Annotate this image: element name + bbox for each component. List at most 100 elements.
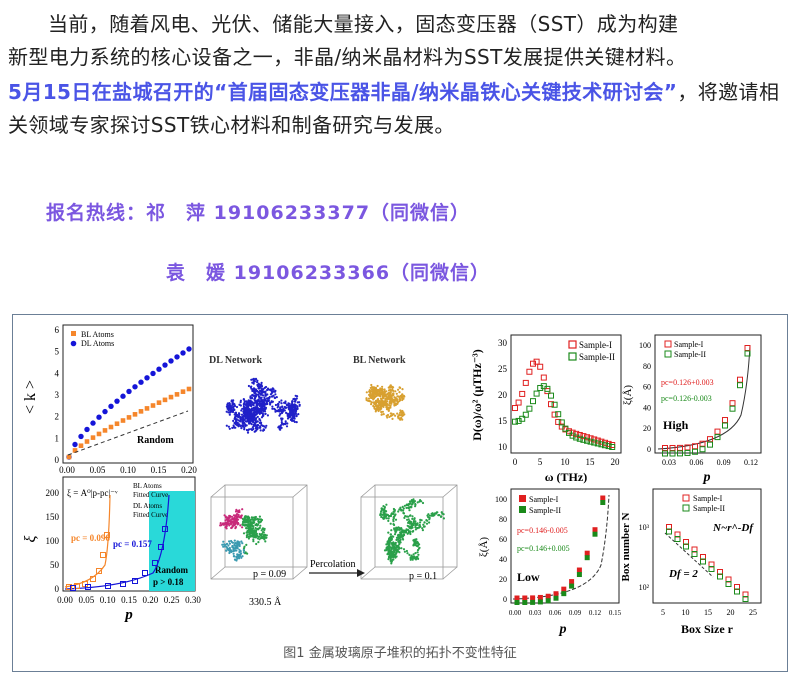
bl-network-atom [389, 391, 392, 395]
dl-network-atom [274, 390, 277, 393]
dl-network-atom [260, 406, 263, 409]
percolation-right-atom [405, 549, 408, 553]
dl-network-atom [291, 408, 294, 411]
panel-a-dl-point [72, 441, 78, 448]
percolation-right-atom [397, 544, 400, 547]
network-box-right [360, 484, 458, 580]
dl-network-atom [239, 420, 242, 423]
dl-network-atom [258, 417, 261, 421]
dl-network-atom [242, 412, 245, 415]
panel-high-x-tick-3: 0.12 [744, 458, 758, 467]
panel-a-y-tick-0: 0 [55, 455, 60, 465]
dl-network-atom [234, 411, 237, 414]
dl-network-atom [256, 381, 259, 384]
dl-network-atom [257, 382, 260, 385]
dl-network-atom [251, 418, 254, 421]
percolation-right-atom [395, 538, 398, 541]
percolation-right-atom [426, 519, 429, 522]
percolation-left-atom [251, 518, 254, 521]
panel-high-s2-point [707, 441, 713, 448]
panel-high-s2-point [699, 446, 706, 453]
panel-dos-y-tick-1: 15 [498, 416, 508, 426]
figure-graphic: < k > 0 1 2 3 4 5 6 0.00 0.05 0.10 0.15 0.20 BL At… [22, 324, 762, 661]
panel-a-bl-point [186, 386, 192, 392]
panel-b-x-tick-4: 0.20 [142, 595, 158, 605]
bl-network-atom [386, 416, 389, 419]
bl-network-atom [389, 406, 392, 409]
panel-dos-s1-point [522, 379, 529, 386]
panel-dos-s1-point [555, 418, 562, 425]
percolation-left-atom-magenta [224, 519, 227, 522]
panel-a-bl-point [162, 397, 168, 403]
percolation-left-atom-magenta [238, 510, 241, 514]
panel-low-y-tick-4: 80 [499, 515, 507, 524]
percolation-left-atom [263, 535, 266, 538]
panel-b-x-tick-6: 0.30 [185, 595, 201, 605]
panel-b-y-tick-4: 200 [46, 488, 60, 498]
panel-low-x-tick-2: 0.06 [549, 609, 562, 617]
dl-network-atom [257, 399, 260, 403]
panel-dos-y-tick-2: 20 [498, 390, 508, 400]
panel-low-s2-point [545, 598, 551, 604]
dl-network-atom [266, 414, 269, 417]
panel-high-x-tick-1: 0.06 [689, 458, 703, 467]
network-box-left [210, 484, 308, 580]
dl-network-atom [264, 385, 268, 389]
percolation-left-atom [246, 517, 249, 521]
percolation-right-atom [379, 513, 382, 516]
panel-high: ξ(Å) p 0 20 40 60 80 100 0.03 0.06 0.09 0.12 Sam… [622, 334, 762, 485]
dl-network-atom [266, 393, 269, 396]
panel-box-s2-point [708, 566, 715, 572]
dl-network-atom [248, 402, 251, 405]
bl-network-atom [390, 402, 393, 405]
bl-network-atom [382, 413, 385, 416]
dl-network-atom [251, 409, 255, 412]
percolation-right-atom [393, 549, 396, 552]
panel-a-bl-point [84, 439, 90, 444]
bl-network-atom [387, 395, 390, 398]
dl-network-atom [252, 421, 255, 424]
percolation-left-atom-magenta [235, 521, 238, 524]
bl-network-atom [367, 397, 371, 400]
panel-high-legend-1-marker [664, 340, 672, 348]
panel-high-fit [657, 344, 751, 450]
dl-network-atom [244, 416, 247, 419]
dl-network-atom [250, 412, 253, 415]
network-panel: DL Network BL Network p = 0.09 p = 0.1 P… [209, 355, 458, 608]
panel-b-dl-point [120, 581, 126, 587]
percolation-right-atom [416, 549, 420, 552]
dl-network-atom [264, 426, 267, 429]
panel-box-legend-1: Sample-I [693, 494, 723, 503]
percolation-right-atom [399, 508, 402, 511]
dl-network-atom [293, 420, 296, 423]
percolation-left-atom [246, 533, 249, 536]
dl-network-atom [251, 393, 254, 397]
dl-network-atom [255, 406, 258, 409]
dl-network-atom [254, 430, 257, 433]
dl-network-atom [260, 390, 263, 393]
percolation-left-atom-magenta [240, 516, 243, 519]
panel-a-dl-point [102, 408, 108, 415]
percolation-right-atom [409, 557, 412, 560]
panel-low-y-tick-5: 100 [495, 495, 507, 504]
panel-b-bl-fit [64, 494, 111, 588]
dl-network-atom [294, 399, 297, 402]
dl-network-atom [255, 412, 258, 416]
dl-network-atom [295, 421, 298, 424]
dl-network-atom [231, 426, 234, 429]
panel-dos-s2-point [569, 432, 576, 439]
percolation-left-atom-teal [240, 556, 243, 559]
panel-a-y-tick-6: 6 [55, 325, 60, 335]
dl-network-atom [230, 410, 233, 413]
percolation-left-atom [265, 534, 268, 537]
panel-dos-s1-point [551, 411, 558, 418]
percolation-right-atom [387, 519, 390, 522]
panel-box-s2-point [674, 536, 681, 542]
percolation-right-atom [405, 515, 408, 518]
dl-network-atom [275, 396, 278, 399]
dl-network-atom [258, 412, 261, 415]
panel-box: Box number N Box Size r 10² 10³ 5 10 15 20 25… [620, 488, 762, 636]
dl-network-atom [257, 424, 260, 427]
dl-network-atom [274, 408, 277, 411]
dl-network-atom [275, 409, 278, 412]
